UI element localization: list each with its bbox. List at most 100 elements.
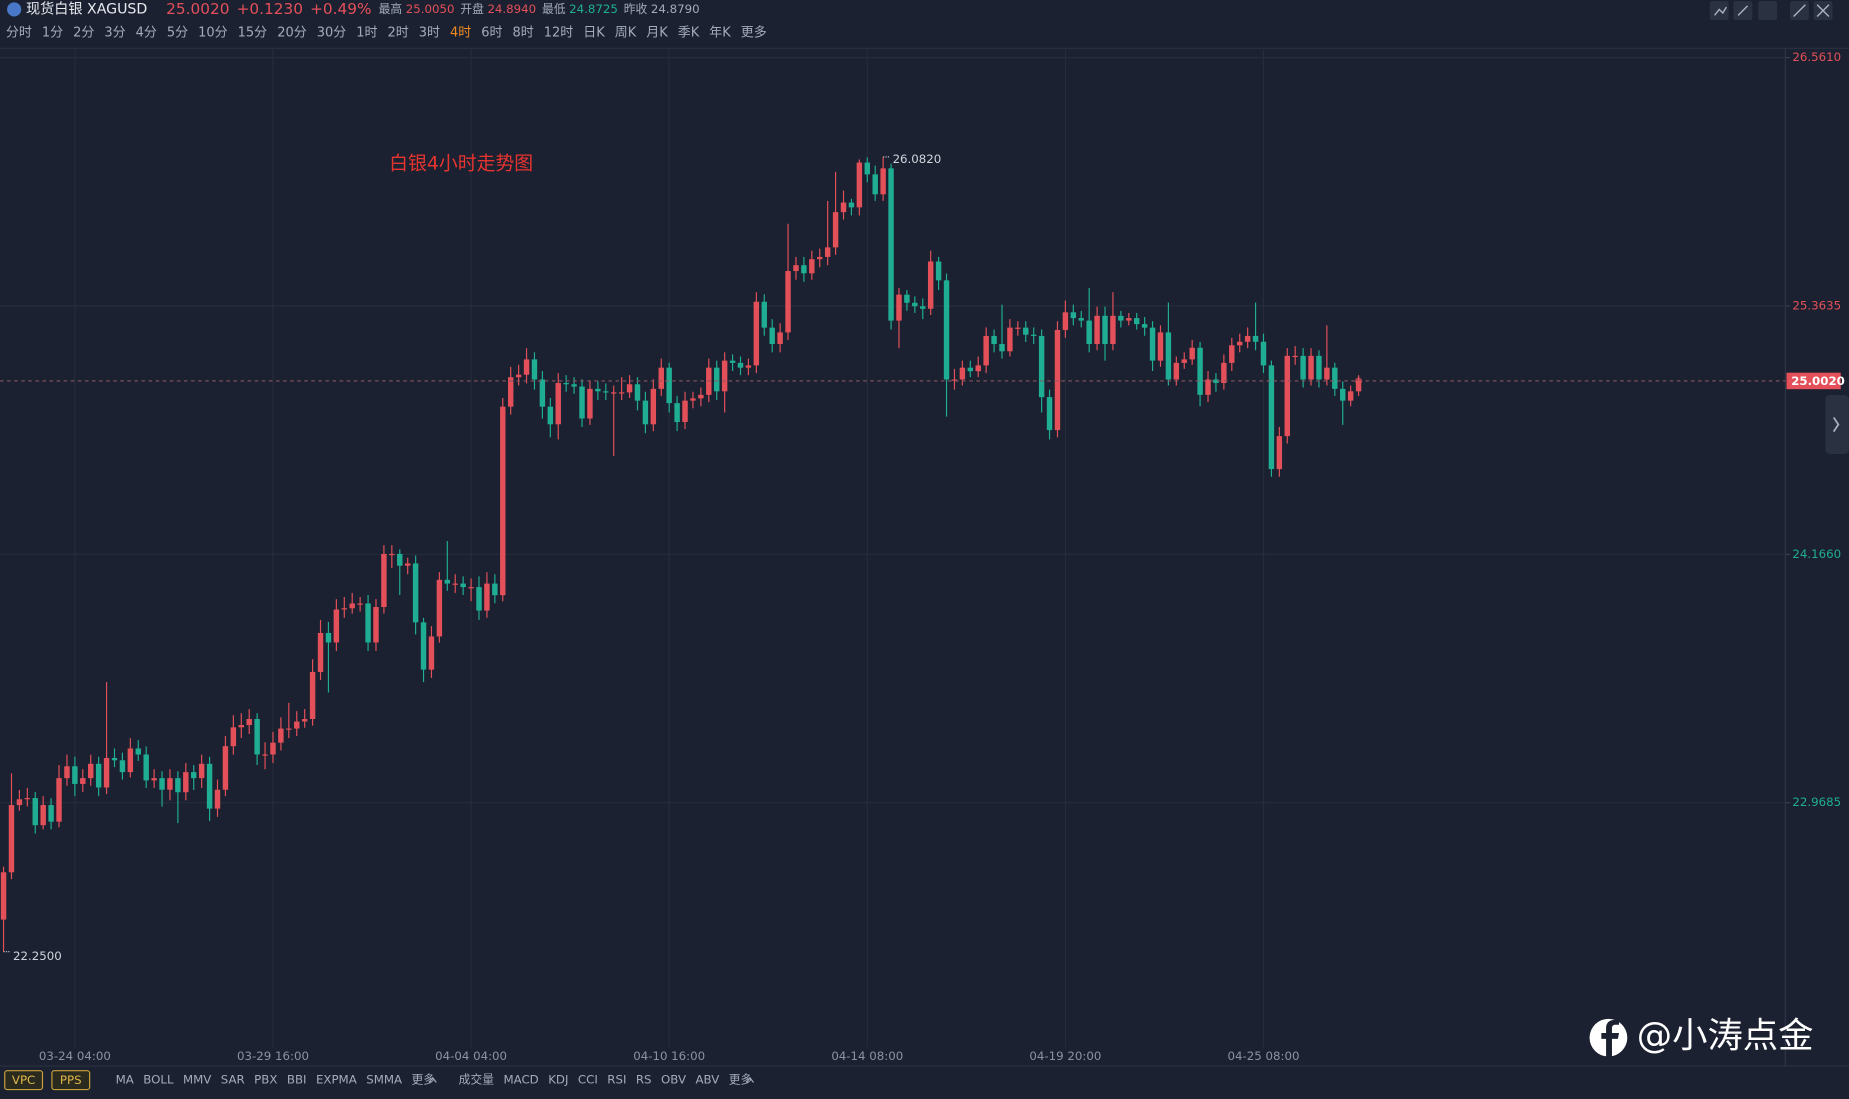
candle-body: [698, 394, 704, 399]
period-tab[interactable]: 4分: [136, 26, 157, 41]
candle-body: [999, 344, 1005, 352]
main-indicator[interactable]: PBX: [254, 1073, 277, 1087]
period-tab[interactable]: 15分: [238, 26, 268, 41]
candle-body: [1197, 347, 1203, 395]
period-tab[interactable]: 5分: [167, 26, 188, 41]
window-tools[interactable]: [1709, 1, 1833, 21]
candle-body: [16, 799, 23, 806]
sub-indicator[interactable]: KDJ: [548, 1073, 568, 1087]
candle-body: [682, 400, 688, 423]
overlay-button[interactable]: [4, 1070, 44, 1091]
period-tab[interactable]: 1分: [42, 26, 63, 41]
candle-body: [127, 748, 134, 773]
tool-button[interactable]: [1709, 1, 1729, 21]
period-tab[interactable]: 季K: [678, 26, 700, 41]
side-toggle-tab[interactable]: [1825, 395, 1849, 454]
candle-body: [714, 367, 720, 392]
y-tick-label: 26.5610: [1792, 50, 1841, 64]
candle-body: [658, 367, 664, 389]
main-indicator[interactable]: 更多: [412, 1073, 436, 1087]
period-tab[interactable]: 分时: [6, 26, 32, 41]
candle-body: [761, 301, 767, 328]
candle-body: [539, 379, 546, 407]
period-tab[interactable]: 3分: [104, 26, 125, 41]
period-tab[interactable]: 2分: [73, 26, 94, 41]
candle-body: [56, 778, 62, 822]
candle-body: [523, 359, 530, 375]
main-indicator[interactable]: MA: [116, 1073, 134, 1087]
candle-body: [753, 301, 760, 366]
candle-body: [492, 583, 498, 596]
period-tab[interactable]: 更多: [741, 25, 767, 41]
period-tab[interactable]: 12时: [544, 26, 574, 41]
candle-body: [563, 383, 569, 385]
candle-body: [959, 367, 966, 380]
candle-body: [1347, 391, 1354, 401]
sub-indicator[interactable]: RSI: [607, 1073, 626, 1087]
candle-body: [246, 719, 252, 726]
overlay-button[interactable]: [51, 1070, 91, 1091]
period-tab[interactable]: 1时: [356, 26, 377, 41]
candle-body: [1260, 341, 1267, 366]
main-indicator[interactable]: EXPMA: [316, 1073, 357, 1087]
candle-body: [611, 392, 617, 394]
overlay-button-label[interactable]: VPC: [12, 1073, 35, 1087]
overlay-button-label[interactable]: PPS: [60, 1073, 82, 1087]
candle-body: [912, 302, 918, 307]
candle-body: [1126, 318, 1132, 321]
period-tab[interactable]: 4时: [450, 26, 471, 41]
candle-body: [167, 778, 173, 790]
candle-body: [278, 728, 284, 743]
main-indicator[interactable]: BOLL: [143, 1073, 174, 1087]
period-tab[interactable]: 10分: [198, 26, 228, 41]
symbol-name[interactable]: 现货白银 XAGUSD: [26, 1, 147, 17]
candle-body: [111, 758, 118, 761]
candle-body: [571, 384, 577, 387]
sub-indicator[interactable]: MACD: [503, 1073, 538, 1087]
tool-button[interactable]: [1758, 1, 1778, 21]
period-tab[interactable]: 年K: [709, 26, 731, 41]
sub-indicator[interactable]: 成交量: [459, 1073, 495, 1087]
candle-body: [119, 760, 126, 773]
sub-indicator[interactable]: OBV: [661, 1073, 686, 1087]
watermark-glyph: [1601, 1019, 1620, 1057]
sub-indicator[interactable]: CCI: [578, 1073, 598, 1087]
candle-body: [1054, 329, 1061, 431]
candle-body: [1324, 367, 1330, 380]
period-tab[interactable]: 3时: [419, 26, 440, 41]
main-indicator[interactable]: BBI: [287, 1073, 307, 1087]
side-toggle[interactable]: [1825, 395, 1849, 454]
period-tab[interactable]: 2时: [387, 26, 408, 41]
candle-body: [888, 168, 894, 321]
candle-body: [603, 391, 609, 393]
sub-indicator[interactable]: RS: [636, 1073, 652, 1087]
candle-body: [817, 256, 823, 260]
period-tab[interactable]: 周K: [615, 26, 637, 41]
period-tab[interactable]: 30分: [317, 26, 347, 41]
period-tab[interactable]: 20分: [277, 26, 307, 41]
candle-body: [317, 632, 324, 672]
candle-body: [515, 374, 522, 378]
x-tick-label: 03-29 16:00: [237, 1049, 309, 1063]
period-tab[interactable]: 日K: [583, 26, 605, 41]
candle-body: [95, 763, 102, 788]
stat-label: 最高: [379, 2, 403, 16]
main-indicator[interactable]: SAR: [221, 1073, 245, 1087]
candle-body: [650, 388, 657, 425]
candle-body: [404, 563, 411, 566]
main-indicator[interactable]: MMV: [183, 1073, 211, 1087]
candle-body: [1268, 365, 1275, 470]
period-tab[interactable]: 月K: [646, 26, 668, 41]
candle-body: [1118, 315, 1124, 321]
candle-body: [666, 367, 672, 404]
sub-indicator[interactable]: ABV: [695, 1073, 719, 1087]
sub-indicator[interactable]: 更多: [729, 1073, 753, 1087]
period-tab[interactable]: 8时: [512, 26, 533, 41]
main-indicator[interactable]: SMMA: [366, 1073, 402, 1087]
candle-body: [428, 636, 435, 670]
candle-body: [729, 360, 736, 363]
candle-body: [238, 725, 244, 728]
period-tab[interactable]: 6时: [481, 26, 502, 41]
candle-body: [777, 332, 783, 345]
candle-body: [943, 280, 950, 380]
